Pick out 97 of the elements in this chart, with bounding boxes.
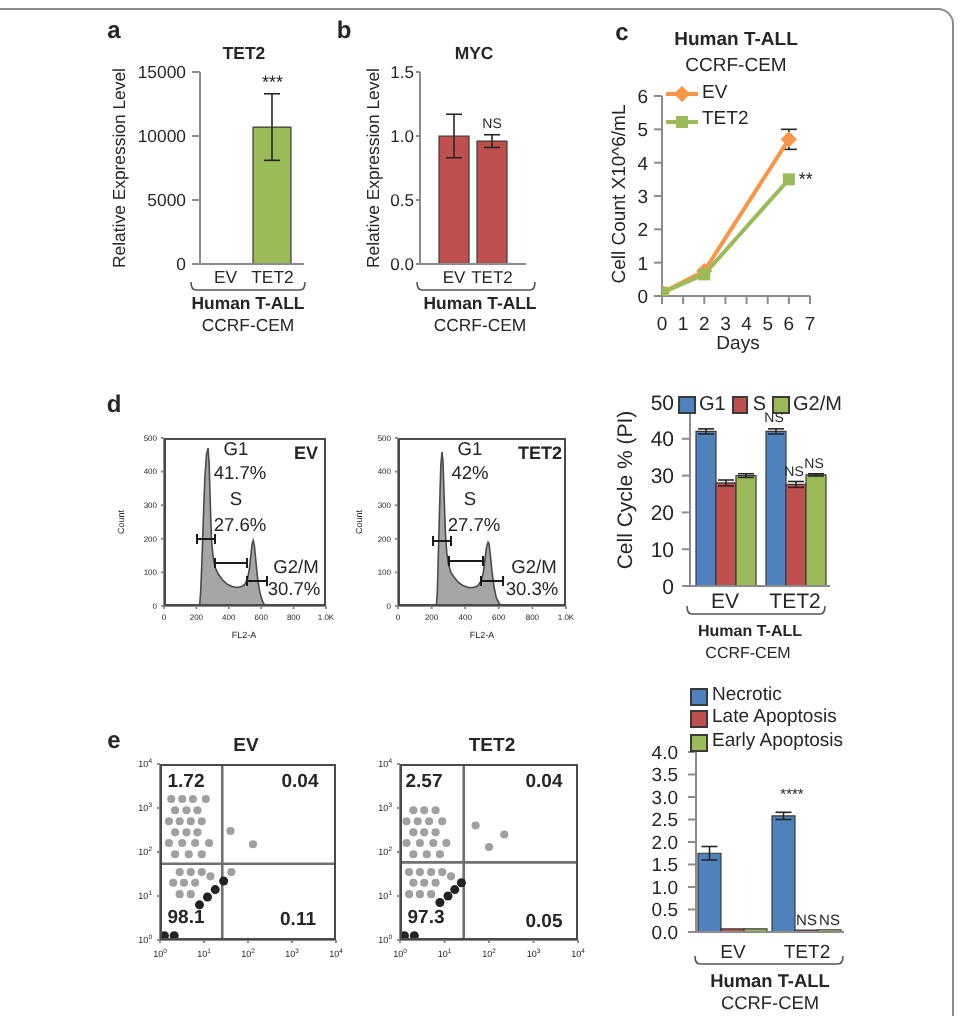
x-axis-title: Days: [716, 332, 760, 355]
y-tick-label: 30: [650, 465, 675, 490]
annotation: 97.3: [407, 906, 445, 929]
y-tick-label: 6: [637, 86, 648, 109]
x-axis-title: Human T-ALL: [698, 622, 802, 640]
y-tick-label: 15000: [137, 62, 187, 83]
text: CCRF-CEM: [705, 644, 791, 662]
y-tick-label: 0: [637, 286, 648, 309]
x-tick-label: EV: [720, 942, 747, 965]
x-tick-label: TET2: [251, 267, 295, 288]
y-tick-label: 4: [637, 153, 648, 176]
y-tick-label: 2.0: [651, 832, 678, 855]
y-tick-label: 1.5: [390, 62, 415, 83]
text: CCRF-CEM: [721, 992, 819, 1014]
legend-label: G2/M: [793, 394, 842, 416]
annotation: 0.04: [281, 770, 319, 793]
y-tick-label: 0.5: [651, 900, 678, 923]
x-tick-label: 3: [720, 314, 731, 337]
x-tick-label: 6: [783, 314, 795, 337]
text: a: [107, 16, 121, 44]
annotation: 27.7%: [447, 514, 501, 536]
annotation: 27.6%: [213, 514, 267, 536]
x-tick-label: EV: [442, 266, 466, 287]
x-tick-label: 4: [741, 314, 752, 337]
annotation: 0.05: [525, 910, 563, 933]
annotation: 30.3%: [505, 578, 559, 600]
chart-title: MYC: [454, 43, 494, 64]
legend-label: G1: [699, 394, 726, 416]
x-tick-label: EV: [213, 267, 238, 288]
x-tick-label: TET2: [769, 589, 821, 614]
text: CCRF-CEM: [201, 315, 295, 336]
chart-title: EV: [293, 443, 319, 463]
y-tick-label: 3.5: [651, 765, 678, 788]
y-tick-label: 5000: [147, 190, 187, 211]
annotation: 0.11: [280, 908, 316, 931]
annotation: **: [798, 168, 813, 189]
y-tick-label: 3.0: [651, 787, 678, 810]
text: d: [106, 390, 122, 418]
legend-label: EV: [702, 82, 728, 105]
y-tick-label: 10: [650, 538, 675, 563]
y-tick-label: 4.0: [651, 742, 678, 765]
y-tick-label: 1.0: [651, 877, 678, 900]
annotation: 2.57: [405, 770, 443, 793]
x-axis-title: Human T-ALL: [710, 970, 830, 992]
y-tick-label: 50: [650, 391, 675, 416]
legend-label: Necrotic: [712, 684, 782, 707]
annotation: 1.72: [167, 770, 205, 793]
y-axis-title: Relative Expression Level: [109, 68, 130, 268]
annotation: 30.7%: [267, 578, 321, 600]
annotation: S: [229, 488, 243, 510]
y-tick-label: 0.0: [390, 254, 415, 275]
annotation: 98.1: [167, 906, 205, 929]
legend-label: Late Apoptosis: [712, 706, 837, 730]
y-tick-label: 40: [650, 428, 675, 453]
chart-title: TET2: [222, 43, 266, 64]
x-tick-label: TET2: [783, 942, 831, 965]
x-tick-label: 7: [804, 314, 816, 337]
y-tick-label: 2.5: [651, 810, 678, 833]
annotation: G2/M: [273, 556, 319, 578]
x-tick-label: EV: [710, 589, 740, 614]
y-tick-label: 0.5: [390, 190, 415, 211]
x-axis-title: Human T-ALL: [423, 293, 537, 314]
y-tick-label: 1.5: [651, 855, 678, 878]
annotation: G1: [457, 438, 483, 460]
annotation: G1: [223, 438, 249, 460]
chart-title: EV: [233, 734, 259, 757]
chart-title: Human T-ALL: [674, 28, 798, 51]
y-axis-title: Cell Count X10^6/mL: [608, 104, 631, 284]
chart-title: TET2: [468, 734, 516, 757]
legend-label: Early Apoptosis: [712, 729, 843, 753]
x-tick-label: 2: [698, 314, 710, 337]
annotation: 42%: [451, 462, 489, 484]
x-tick-label: TET2: [471, 266, 514, 287]
text: CCRF-CEM: [433, 315, 527, 336]
annotation: S: [463, 488, 477, 510]
annotation: ***: [261, 71, 284, 92]
text: b: [336, 16, 352, 44]
text: c: [615, 18, 629, 46]
y-tick-label: 1.0: [390, 126, 415, 147]
chart-subtitle: CCRF-CEM: [685, 54, 787, 77]
legend-label: S: [752, 394, 767, 416]
y-tick-label: 20: [650, 501, 675, 526]
y-tick-label: 5: [637, 120, 648, 143]
x-axis-title: Human T-ALL: [191, 293, 305, 314]
chart-title: TET2: [517, 443, 563, 463]
y-tick-label: 10000: [137, 126, 187, 147]
y-axis-title: Cell Cycle % (PI): [613, 410, 638, 570]
annotation: 41.7%: [213, 462, 267, 484]
y-tick-label: 0.0: [651, 922, 678, 945]
text: e: [107, 726, 121, 754]
x-tick-label: 5: [762, 314, 774, 337]
legend-label: TET2: [702, 108, 749, 132]
annotation: G2/M: [511, 556, 557, 578]
annotation: 0.04: [525, 770, 563, 793]
y-tick-label: 3: [637, 186, 648, 209]
y-tick-label: 2: [637, 220, 648, 243]
y-axis-title: Relative Expression Level: [363, 68, 384, 268]
